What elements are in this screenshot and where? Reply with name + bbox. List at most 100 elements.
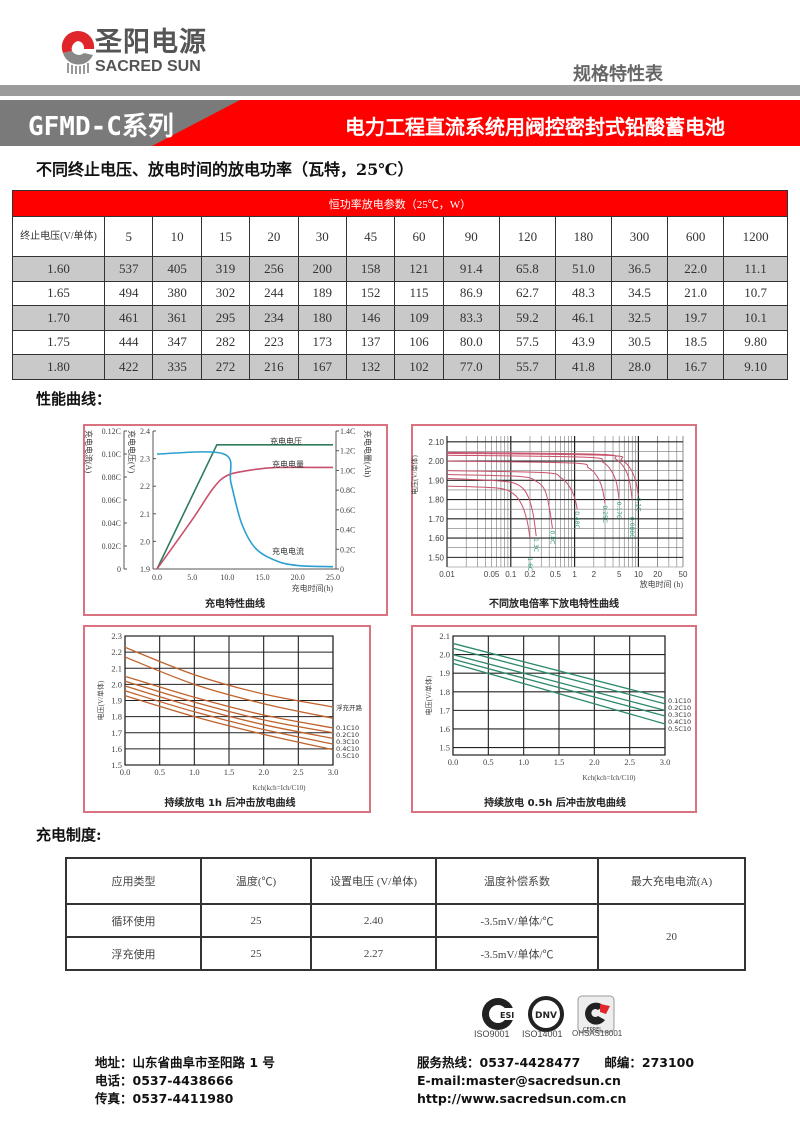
- discharge-curve: [446, 474, 553, 529]
- x-tick-label: 0.0: [448, 757, 459, 767]
- x-tick-label: 50: [679, 570, 688, 579]
- power-value: 59.2: [498, 305, 556, 331]
- end-voltage: 1.75: [12, 329, 105, 355]
- power-value: 28.0: [610, 354, 669, 380]
- current-tick-label: 0.08C: [102, 473, 121, 482]
- current-tick-label: 0: [117, 565, 121, 574]
- power-value: 10.7: [723, 280, 788, 306]
- duration-header: 15: [200, 216, 251, 257]
- y-tick-label: 1.8: [439, 687, 450, 697]
- duration-header: 10: [152, 216, 202, 257]
- postcode: 邮编：273100: [604, 1055, 695, 1070]
- header-max-current: 最大充电电流(A): [597, 857, 746, 905]
- power-value: 422: [103, 354, 154, 380]
- power-value: 86.9: [442, 280, 500, 306]
- power-value: 62.7: [498, 280, 556, 306]
- duration-header: 60: [394, 216, 444, 257]
- curve-label: 0.5C10: [336, 752, 359, 760]
- duration-header: 45: [345, 216, 396, 257]
- application-type: 循环使用: [65, 903, 202, 938]
- chart-title: 持续放电 0.5h 后冲击放电曲线: [484, 796, 626, 809]
- x-tick-label: 2.5: [293, 767, 304, 777]
- y-tick-label: 1.5: [439, 743, 450, 753]
- sacred-sun-logo-icon: [61, 30, 95, 74]
- x-tick-label: 0.5: [483, 757, 494, 767]
- power-value: 405: [152, 256, 202, 282]
- x-tick-label: 20.0: [291, 573, 305, 582]
- x-tick-label: 0.01: [439, 570, 455, 579]
- power-value: 57.5: [498, 329, 556, 355]
- voltage-tick-label: 2.1: [140, 510, 150, 519]
- website-link[interactable]: http://www.sacredsun.com.cn: [417, 1091, 627, 1106]
- power-value: 21.0: [667, 280, 725, 306]
- capacity-tick-label: 0.8C: [340, 486, 355, 495]
- y-tick-label: 1.50: [428, 553, 444, 562]
- y-tick-label: 2.2: [111, 647, 122, 657]
- fax: 传真：0537-4411980: [95, 1091, 234, 1106]
- x-tick-label: 0.0: [152, 573, 162, 582]
- x-axis-title: Kch(kch=Ich/C10): [253, 784, 307, 792]
- power-value: 361: [152, 305, 202, 331]
- y-axis-title: 电压(V/单体): [411, 455, 419, 495]
- iso14001-cert-icon: DNV: [528, 996, 564, 1032]
- table-row: 1.75 444 347 282 223 173 137 106 80.0 57.5 43.9 30.…: [12, 329, 788, 355]
- voltage-tick-label: 2.4: [140, 427, 150, 436]
- curve-label: 0.4C10: [668, 718, 691, 726]
- set-voltage: 2.40: [310, 903, 437, 938]
- power-value: 115: [394, 280, 444, 306]
- discharge-rate-chart: 1.50 1.60 1.70 1.80 1.90 2.00 2.10 0.01 0.05 0.1 0…: [411, 424, 697, 616]
- power-value: 180: [297, 305, 347, 331]
- y-tick-label: 1.80: [428, 496, 444, 505]
- power-value: 11.1: [723, 256, 788, 282]
- capacity-tick-label: 0.2C: [340, 545, 355, 554]
- header-set-voltage: 设置电压 (V/单体): [310, 857, 437, 905]
- impact-curve: [452, 642, 666, 699]
- x-tick-label: 0.5: [154, 767, 165, 777]
- y-tick-label: 1.6: [111, 744, 122, 754]
- x-tick-label: 0.1: [505, 570, 517, 579]
- y-tick-label: 2.1: [439, 631, 450, 641]
- curve-label: 0.8C: [548, 530, 555, 544]
- charge-characteristic-chart: 0 0.02C 0.04C 0.06C 0.08C 0.10C 0.12C 1.9 2.0 2.1…: [83, 424, 388, 616]
- power-value: 109: [394, 305, 444, 331]
- power-value: 282: [200, 329, 251, 355]
- power-value: 48.3: [554, 280, 612, 306]
- power-value: 102: [394, 354, 444, 380]
- current-tick-label: 0.02C: [102, 542, 121, 551]
- capacity-tick-label: 1.0C: [340, 466, 355, 475]
- phone: 电话：0537-4438666: [95, 1073, 234, 1088]
- end-voltage: 1.70: [12, 305, 105, 331]
- x-tick-label: 3.0: [660, 757, 671, 767]
- y-tick-label: 2.3: [111, 631, 122, 641]
- svg-text:DNV: DNV: [535, 1011, 557, 1021]
- series-label: 充电电量: [272, 459, 304, 469]
- discharge-curve: [446, 460, 606, 504]
- table-row: 1.70 461 361 295 234 180 146 109 83.3 59.2 46.1 32.…: [12, 305, 788, 331]
- y-axis-title: 电压(V/单体): [96, 680, 105, 720]
- x-tick-label: 2.0: [589, 757, 600, 767]
- discharge-curve: [446, 452, 639, 496]
- power-value: 223: [249, 329, 299, 355]
- title-bar-red: [152, 100, 800, 146]
- curve-label: 1.3C: [532, 538, 539, 552]
- iso9001-label: ISO9001: [474, 1029, 510, 1039]
- curve-label: 0.1C: [634, 498, 641, 512]
- x-tick-label: 10: [634, 570, 643, 579]
- email-link[interactable]: E-mail:master@sacredsun.cn: [417, 1073, 621, 1088]
- x-tick-label: 1.0: [518, 757, 529, 767]
- capacity-tick-label: 1.2C: [340, 447, 355, 456]
- power-value: 9.80: [723, 329, 788, 355]
- power-value: 537: [103, 256, 154, 282]
- y-tick-label: 1.8: [111, 712, 122, 722]
- power-value: 319: [200, 256, 251, 282]
- x-axis-title: 充电时间(h): [292, 583, 334, 593]
- x-axis-title: 放电时间 (h): [640, 579, 684, 589]
- duration-header: 5: [103, 216, 154, 257]
- chart-title: 不同放电倍率下放电特性曲线: [489, 597, 619, 610]
- end-voltage: 1.80: [12, 354, 105, 380]
- table-row: 1.80 422 335 272 216 167 132 102 77.0 55.7 41.8 28.…: [12, 354, 788, 380]
- capacity-tick-label: 0.6C: [340, 506, 355, 515]
- curve-label: 0.17C: [615, 502, 622, 520]
- power-value: 10.1: [723, 305, 788, 331]
- x-tick-label: 1.5: [554, 757, 565, 767]
